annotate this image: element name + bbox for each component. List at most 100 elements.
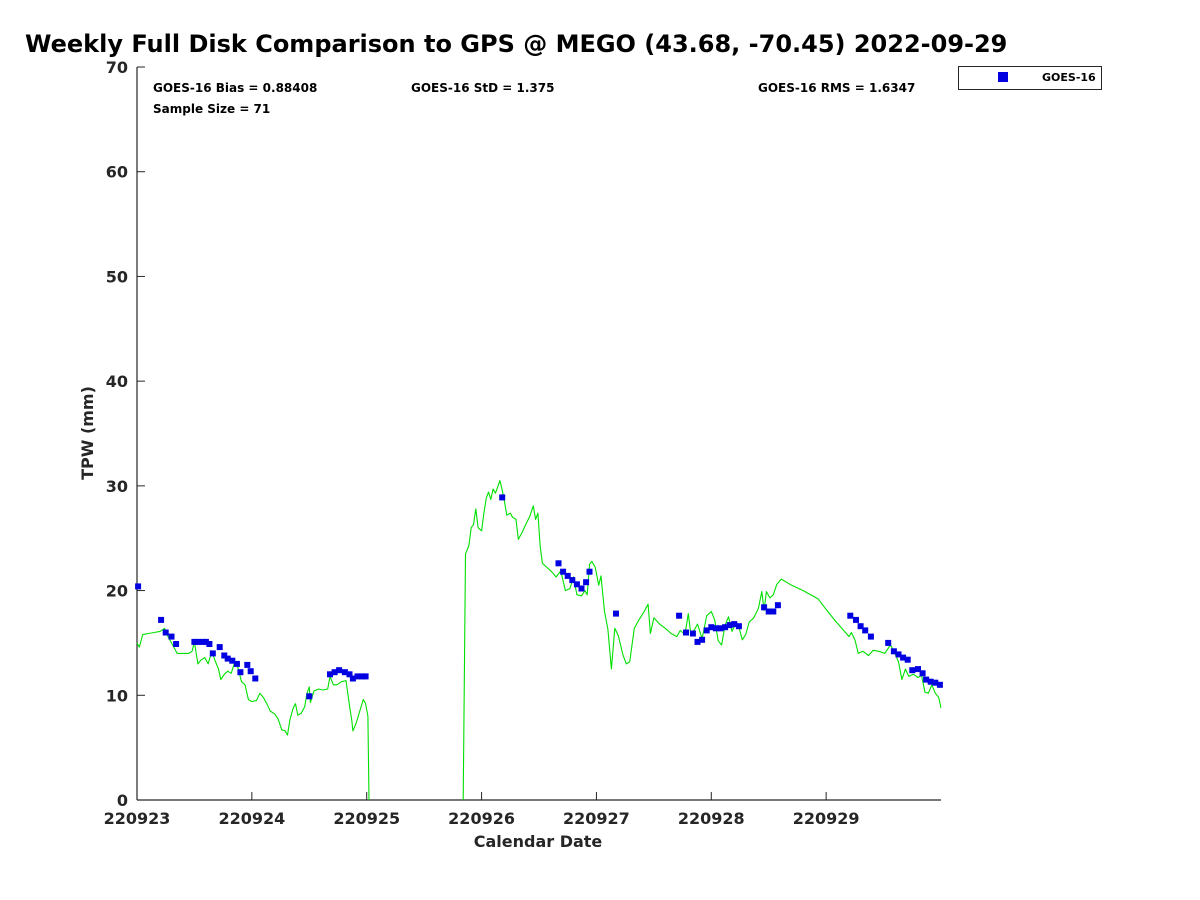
x-tick-label: 220927 (563, 809, 630, 828)
goes16-point-49 (717, 625, 724, 632)
goes16-point-39 (586, 568, 593, 575)
goes16-point-70 (919, 670, 926, 677)
goes16-point-4 (168, 633, 175, 640)
goes16-point-12 (216, 644, 223, 651)
goes16-point-63 (885, 639, 892, 646)
goes16-point-34 (564, 572, 571, 579)
goes16-point-35 (569, 577, 576, 584)
goes16-point-3 (162, 629, 169, 636)
y-tick-label: 60 (106, 163, 128, 182)
goes16-point-17 (237, 669, 244, 676)
goes16-point-44 (694, 638, 701, 645)
y-axis-label: TPW (mm) (78, 386, 97, 480)
goes16-point-48 (712, 625, 719, 632)
x-tick-label: 220924 (218, 809, 285, 828)
sample-size-stat: Sample Size = 71 (153, 102, 270, 116)
x-tick-label: 220923 (104, 809, 171, 828)
goes16-point-55 (765, 608, 772, 615)
goes16-point-22 (327, 671, 333, 678)
gps-line-segment-2 (462, 480, 942, 801)
goes16-point-47 (708, 624, 715, 631)
goes16-point-27 (349, 675, 356, 682)
goes16-point-18 (244, 661, 251, 668)
goes16-point-66 (900, 654, 907, 661)
y-tick-label: 20 (106, 582, 128, 601)
goes16-point-26 (346, 671, 353, 678)
gps-line-segment-1 (136, 627, 370, 801)
x-tick-label: 220929 (793, 809, 860, 828)
bias-stat: GOES-16 Bias = 0.88408 (153, 81, 317, 95)
goes16-point-10 (206, 641, 213, 647)
legend-marker-goes16 (998, 72, 1008, 82)
goes16-point-56 (770, 608, 777, 615)
goes16-point-1 (135, 583, 142, 590)
goes16-point-36 (573, 581, 580, 588)
goes16-point-9 (202, 638, 209, 645)
goes16-point-73 (932, 679, 939, 686)
goes16-point-46 (703, 627, 710, 634)
goes16-point-72 (927, 678, 934, 685)
goes16-point-67 (904, 656, 911, 663)
goes16-point-51 (726, 622, 733, 629)
goes16-point-61 (862, 627, 869, 634)
x-tick-label: 220928 (678, 809, 745, 828)
std-stat: GOES-16 StD = 1.375 (411, 81, 554, 95)
goes16-point-14 (224, 655, 231, 662)
goes16-point-54 (761, 604, 768, 611)
y-tick-label: 40 (106, 372, 128, 391)
y-tick-label: 30 (106, 477, 128, 496)
y-tick-label: 10 (106, 686, 128, 705)
goes16-point-45 (699, 636, 706, 643)
goes16-point-32 (555, 560, 562, 567)
y-tick-label: 0 (117, 791, 128, 810)
x-tick-label: 220925 (333, 809, 400, 828)
goes16-point-43 (689, 630, 696, 637)
goes16-point-23 (331, 669, 338, 676)
rms-stat: GOES-16 RMS = 1.6347 (758, 81, 915, 95)
goes16-point-40 (613, 610, 619, 617)
goes16-point-24 (336, 667, 343, 674)
y-tick-label: 50 (106, 267, 128, 286)
goes16-point-41 (676, 612, 683, 619)
goes16-point-15 (229, 657, 236, 664)
goes16-point-64 (890, 648, 897, 655)
goes16-point-58 (847, 612, 854, 619)
goes16-point-8 (199, 638, 206, 645)
goes16-point-52 (731, 621, 738, 628)
goes16-point-74 (936, 681, 943, 688)
goes16-point-11 (209, 650, 216, 657)
legend-label-goes16: GOES-16 (1042, 71, 1096, 84)
legend: GOES-16 (958, 66, 1102, 90)
goes16-point-13 (221, 652, 228, 659)
chart-title: Weekly Full Disk Comparison to GPS @ MEG… (25, 30, 1008, 58)
y-tick-label: 70 (106, 58, 128, 77)
goes16-point-31 (499, 494, 506, 501)
goes16-point-38 (583, 579, 590, 586)
goes16-point-50 (722, 624, 729, 631)
x-axis-label: Calendar Date (474, 832, 603, 851)
goes16-point-42 (683, 629, 689, 636)
x-tick-label: 220926 (448, 809, 515, 828)
goes16-point-7 (194, 638, 201, 645)
goes16-point-5 (173, 641, 180, 647)
goes16-point-68 (909, 667, 916, 674)
goes16-point-59 (853, 616, 859, 623)
goes16-point-37 (578, 585, 585, 592)
goes16-point-29 (359, 673, 366, 680)
goes16-point-25 (341, 669, 348, 676)
goes16-point-2 (158, 616, 165, 623)
goes16-point-28 (354, 673, 361, 680)
goes16-point-30 (362, 673, 369, 680)
goes16-point-69 (915, 666, 921, 673)
goes16-point-21 (306, 693, 313, 700)
goes16-point-62 (867, 633, 874, 640)
goes16-point-20 (252, 675, 259, 682)
goes16-point-60 (857, 623, 864, 630)
goes16-point-65 (895, 651, 902, 658)
goes16-point-71 (923, 676, 930, 683)
goes16-point-33 (560, 568, 567, 575)
goes16-point-57 (774, 602, 781, 609)
goes16-point-6 (191, 638, 198, 645)
plot-background (138, 68, 941, 800)
goes16-point-16 (233, 660, 240, 667)
